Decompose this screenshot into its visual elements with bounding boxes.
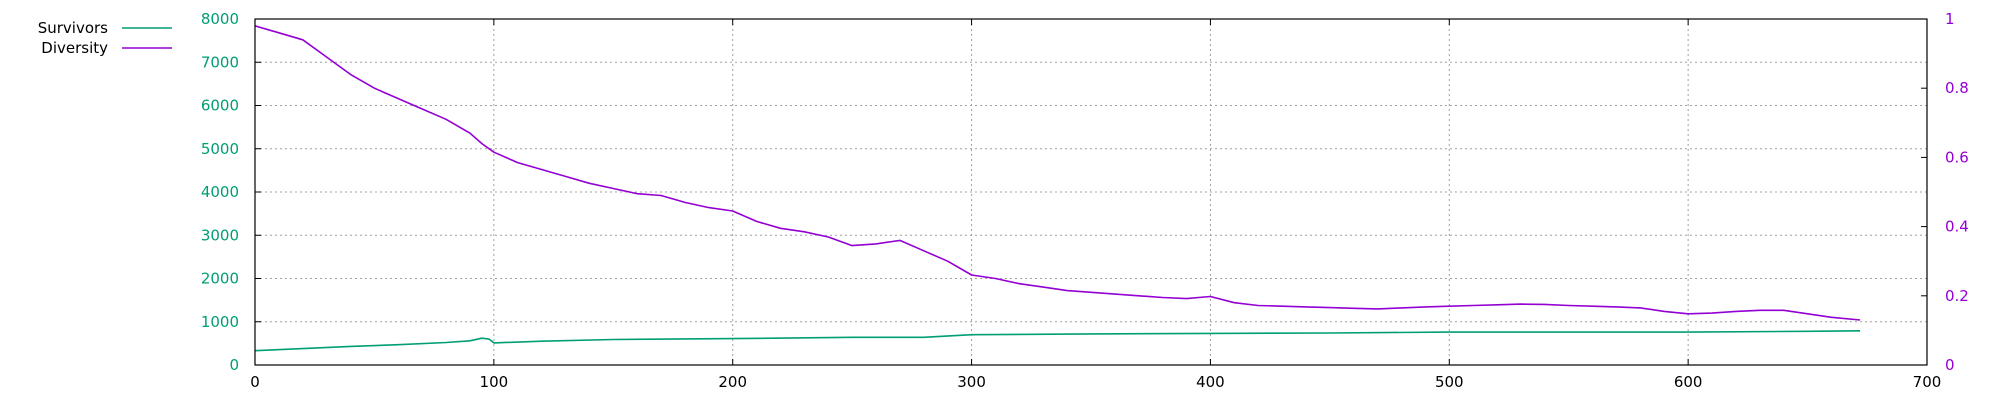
y-tick-label: 6000: [201, 97, 239, 115]
y2-tick-label: 1: [1945, 10, 1955, 28]
legend: Survivors Diversity: [38, 19, 172, 57]
axis-ticks: 0 100 200 300 400 500 600 700010002000300040005…: [201, 10, 1969, 391]
x-tick-label: 700: [1913, 373, 1942, 391]
x-tick-label: 0: [250, 373, 260, 391]
legend-label-survivors: Survivors: [38, 19, 108, 37]
grid: [255, 19, 1927, 365]
x-tick-label: 300: [957, 373, 986, 391]
y2-tick-label: 0.6: [1945, 148, 1969, 166]
x-tick-label: 400: [1196, 373, 1225, 391]
series-line-diversity: [254, 25, 1861, 321]
y-tick-label: 0: [229, 356, 239, 374]
x-tick-label: 600: [1674, 373, 1703, 391]
y-tick-label: 2000: [201, 270, 239, 288]
y-tick-label: 7000: [201, 53, 239, 71]
series-lines: [254, 25, 1861, 352]
x-tick-label: 500: [1435, 373, 1464, 391]
legend-label-diversity: Diversity: [41, 39, 108, 57]
series-line-survivors: [254, 330, 1861, 352]
y-tick-label: 5000: [201, 140, 239, 158]
y2-tick-label: 0.4: [1945, 218, 1969, 236]
y2-tick-label: 0.2: [1945, 287, 1969, 305]
y-tick-label: 4000: [201, 183, 239, 201]
x-tick-label: 100: [480, 373, 509, 391]
y2-tick-label: 0.8: [1945, 79, 1969, 97]
x-tick-label: 200: [718, 373, 747, 391]
y2-tick-label: 0: [1945, 356, 1955, 374]
y-tick-label: 3000: [201, 226, 239, 244]
y-tick-label: 8000: [201, 10, 239, 28]
y-tick-label: 1000: [201, 313, 239, 331]
